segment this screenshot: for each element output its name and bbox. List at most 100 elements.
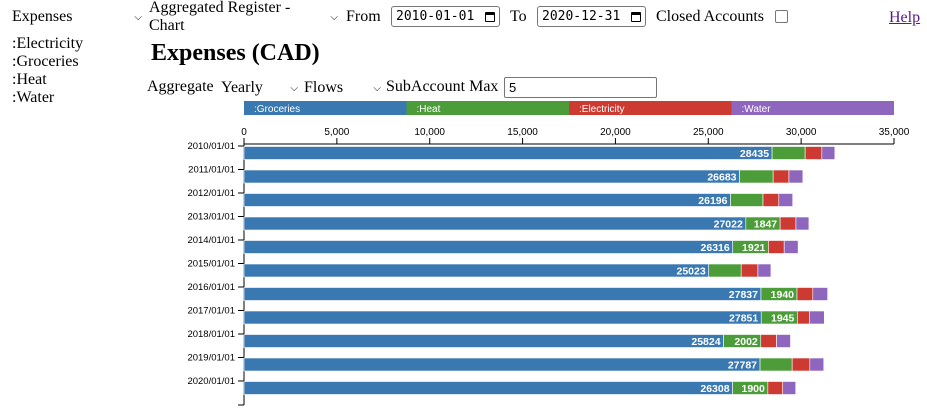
bar-segment [809,310,825,325]
bar-segment [809,357,825,372]
bar-segment [243,381,733,395]
y-tick-label: 2010/01/01 [187,141,235,152]
account-list: :Electricity :Groceries :Heat :Water [12,35,83,107]
closed-accounts-checkbox[interactable] [775,10,788,23]
bar-segment [243,334,724,348]
bar-value-label: 28435 [740,148,769,160]
bar-segment [740,263,759,278]
flows-select[interactable]: Flows ⌵ [302,78,383,98]
bar-segment [730,193,764,207]
bar-value-label: 26196 [698,195,727,207]
bar-segment [243,193,731,207]
y-tick-label: 2020/01/01 [187,376,235,387]
legend-label: :Heat [417,104,441,115]
bar-segment [739,169,774,184]
x-tick-label: 0 [241,127,247,138]
bar-segment [768,240,785,254]
legend-swatch [406,101,569,115]
x-tick-label: 35,000 [879,127,910,138]
from-date-input[interactable]: 2010-01-01 [391,6,500,27]
bar-segment [795,216,810,231]
calendar-icon[interactable] [631,11,641,22]
bar-value-label: 1945 [771,313,795,325]
legend-label: :Water [742,104,772,115]
account-item[interactable]: :Water [12,89,55,106]
bar-segment [783,240,799,254]
help-link[interactable]: Help [889,9,921,26]
x-tick-label: 30,000 [786,127,817,138]
bar-segment [762,193,780,207]
x-tick-label: 15,000 [507,127,538,138]
bar-value-label: 1940 [771,289,795,301]
chevron-down-icon: ⌵ [330,11,338,23]
subaccount-max-input[interactable]: 5 [504,77,657,98]
bar-segment [776,334,791,348]
to-date-value: 2020-12-31 [542,9,621,24]
account-item[interactable]: :Electricity [12,35,84,52]
aggregate-label: Aggregate [147,78,214,95]
bar-value-label: 2002 [734,336,758,348]
bar-segment [778,193,794,207]
bar-segment [821,146,836,160]
bar-value-label: 25023 [677,266,706,278]
chevron-down-icon: ⌵ [134,11,142,23]
bar-segment [760,334,777,348]
bar-value-label: 27787 [728,360,757,372]
bar-segment [796,287,814,301]
legend-swatch [731,101,894,115]
view-select-value: Aggregated Register - Chart [149,0,291,34]
bar-value-label: 27851 [729,313,758,325]
aggregate-select[interactable]: Yearly ⌵ [219,78,300,98]
chevron-down-icon: ⌵ [373,82,381,94]
account-item[interactable]: :Heat [12,71,47,88]
bar-value-label: 1900 [742,383,766,395]
account-select[interactable]: Expenses ⌵ [10,7,144,27]
x-tick-label: 20,000 [600,127,631,138]
bar-segment [243,146,773,160]
from-date-value: 2010-01-01 [396,9,475,24]
bar-segment [759,357,793,372]
bar-value-label: 25824 [691,336,720,348]
bar-segment [767,381,784,395]
bar-value-label: 26308 [700,383,729,395]
closed-accounts-label: Closed Accounts [656,8,764,25]
account-item[interactable]: :Groceries [12,53,79,70]
to-date-input[interactable]: 2020-12-31 [537,6,646,27]
legend-label: :Electricity [579,104,625,115]
bar-segment [797,310,810,325]
y-tick-label: 2016/01/01 [187,282,235,293]
bar-value-label: 26683 [707,172,736,184]
bar-segment [243,216,747,231]
bar-segment [757,263,772,278]
calendar-icon[interactable] [485,11,495,22]
y-tick-label: 2013/01/01 [187,212,235,223]
bar-segment [804,146,823,160]
x-tick-label: 5,000 [324,127,349,138]
bar-segment [788,169,804,184]
bar-segment [779,216,797,231]
bar-value-label: 27837 [729,289,758,301]
bar-value-label: 27022 [714,219,743,231]
y-axis: 2010/01/01 2011/01/01 2012/01/01 2013/01/01… [187,141,245,406]
bar-segment [243,287,762,301]
bar-segment [782,381,797,395]
x-axis: 0 5,000 10,000 15,000 20,000 25,000 30,000 35,0… [241,127,910,145]
bar-value-label: 1921 [742,242,766,254]
legend-swatch [244,101,407,115]
view-select[interactable]: Aggregated Register - Chart ⌵ [147,0,340,34]
page-title: Expenses (CAD) [151,40,320,66]
chart-legend: :Groceries:Heat:Electricity:Water [244,101,894,115]
y-tick-label: 2011/01/01 [188,165,235,176]
bar-segment [791,357,811,372]
y-tick-label: 2017/01/01 [187,306,235,317]
bar-segment [243,357,761,372]
x-tick-label: 10,000 [414,127,445,138]
bar-segment [772,169,790,184]
y-tick-label: 2012/01/01 [187,188,235,199]
bars: 28435 26683 26196 27022 1847 26316 1921 25023 27… [243,146,836,395]
bar-segment [243,240,734,254]
bar-segment [708,263,742,278]
bar-segment [243,263,710,278]
to-label: To [510,8,527,25]
